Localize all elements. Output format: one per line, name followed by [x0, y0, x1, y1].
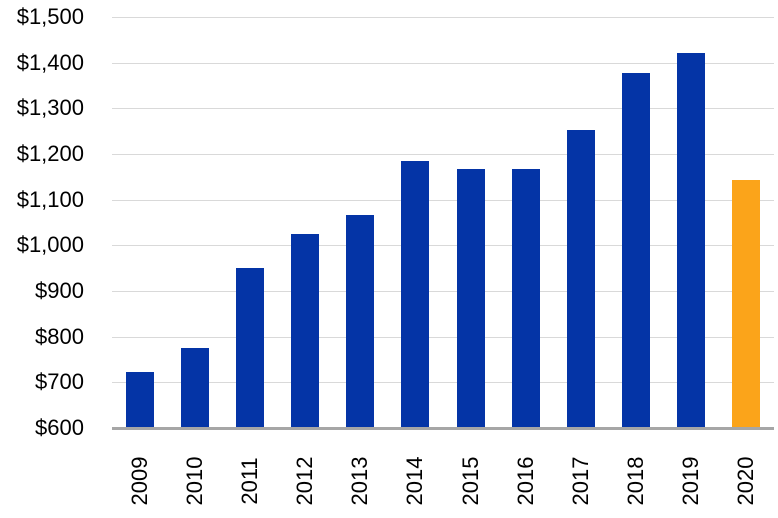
x-axis-line: [112, 427, 774, 430]
y-tick-label: $700: [35, 369, 84, 395]
y-tick-label: $1,000: [16, 232, 84, 258]
plot-area: [112, 17, 774, 430]
bar-cell-2013: [333, 17, 388, 428]
gridline: [112, 245, 774, 247]
bar-2015: [456, 169, 485, 428]
bar-cell-2016: [498, 17, 553, 428]
gridline: [112, 291, 774, 292]
x-tick-label-2010: 2010: [181, 456, 207, 506]
bar-2014: [401, 161, 430, 428]
y-tick-label: $1,500: [16, 4, 84, 29]
bar-cell-2010: [167, 17, 222, 428]
bar-cell-2017: [553, 17, 608, 428]
bar-2013: [346, 214, 375, 428]
x-tick-label-2012: 2012: [292, 456, 318, 506]
x-tick-label-2017: 2017: [567, 456, 593, 506]
bar-cell-2019: [664, 17, 719, 428]
gridline: [112, 17, 774, 18]
y-tick-label: $600: [35, 415, 84, 440]
bar-cell-2009: [112, 17, 167, 428]
x-tick-label-2019: 2019: [678, 456, 704, 506]
bar-2011: [235, 267, 264, 428]
bar-2020: [732, 180, 761, 428]
x-tick-label-2011: 2011: [236, 457, 262, 505]
gridline: [112, 154, 774, 155]
bar-2016: [511, 169, 540, 428]
x-tick-label-2020: 2020: [733, 456, 759, 506]
bar-2009: [125, 372, 154, 428]
bar-2019: [677, 52, 706, 428]
bar-cell-2018: [609, 17, 664, 428]
x-tick-label-2013: 2013: [347, 456, 373, 506]
bar-2017: [566, 129, 595, 428]
x-tick-label-2014: 2014: [402, 456, 428, 506]
y-tick-label: $800: [35, 323, 84, 349]
y-tick-label: $1,300: [16, 95, 84, 121]
bar-2018: [622, 73, 651, 428]
y-tick-label: $1,100: [16, 186, 84, 212]
gridline: [112, 108, 774, 110]
bar-2012: [291, 233, 320, 428]
x-tick-label-2016: 2016: [512, 456, 538, 506]
x-tick-label-2009: 2009: [126, 456, 152, 506]
bar-series: [112, 17, 774, 428]
gridline: [112, 199, 774, 201]
gridline: [112, 62, 774, 64]
bar-cell-2015: [443, 17, 498, 428]
x-tick-label-2015: 2015: [457, 456, 483, 506]
gridline: [112, 336, 774, 338]
bar-cell-2012: [278, 17, 333, 428]
gridline: [112, 382, 774, 384]
bar-cell-2020: [719, 17, 774, 428]
x-tick-label-2018: 2018: [623, 456, 649, 506]
y-tick-label: $1,200: [16, 141, 84, 166]
y-tick-label: $900: [35, 278, 84, 303]
bar-cell-2011: [222, 17, 277, 428]
y-tick-label: $1,400: [16, 49, 84, 75]
bar-2010: [180, 347, 209, 428]
bar-cell-2014: [388, 17, 443, 428]
